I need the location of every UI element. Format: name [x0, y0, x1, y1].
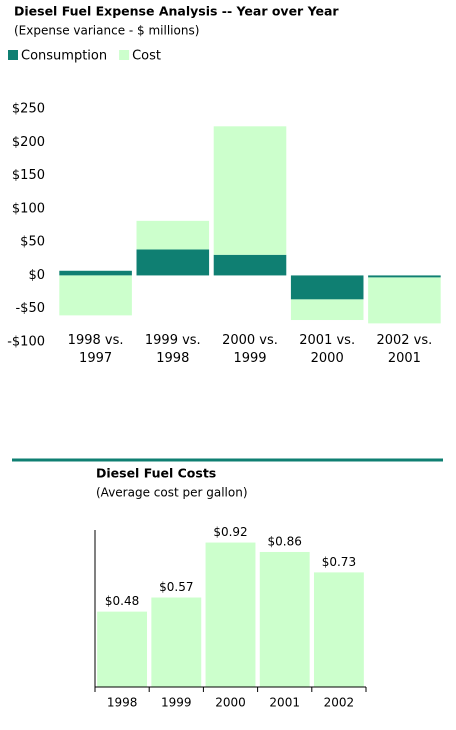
- chart-subtitle: (Average cost per gallon): [96, 486, 248, 500]
- value-label: $0.57: [159, 580, 193, 594]
- x-tick-label: 2002: [324, 696, 355, 710]
- x-tick-label: 2000 vs. 1999: [222, 333, 278, 366]
- bar-segment: [136, 220, 210, 250]
- bar-segment: [136, 249, 210, 276]
- bar-segment: [59, 270, 132, 276]
- bar-segment: [59, 275, 132, 316]
- bar: [205, 542, 256, 687]
- value-label: $0.92: [213, 525, 247, 539]
- y-tick-label: -$50: [15, 301, 45, 316]
- value-label: $0.86: [268, 534, 302, 548]
- x-tick-label: 2001 vs. 2000: [299, 333, 356, 366]
- y-tick-label: $250: [12, 102, 45, 117]
- chart-subtitle: (Expense variance - $ millions): [14, 24, 199, 38]
- x-tick-label: 1999: [161, 696, 192, 710]
- y-tick-label: $200: [12, 135, 45, 150]
- legend-swatch: [8, 50, 18, 60]
- x-tick-label: 2002 vs. 2001: [376, 333, 433, 366]
- legend-label: Consumption: [21, 49, 107, 64]
- bar: [151, 597, 202, 687]
- x-tick-label: 1999 vs. 1998: [144, 333, 201, 366]
- bar-segment: [290, 299, 364, 321]
- bar-segment: [290, 275, 364, 300]
- legend-swatch: [119, 50, 130, 60]
- y-tick-label: $50: [20, 235, 45, 250]
- y-tick-label: -$100: [7, 335, 45, 350]
- bar-segment: [368, 275, 441, 278]
- bar: [97, 611, 148, 687]
- y-tick-label: $100: [12, 201, 45, 216]
- bar-segment: [213, 254, 287, 276]
- bar-segment: [368, 277, 441, 324]
- bar: [259, 551, 310, 687]
- value-label: $0.48: [105, 594, 139, 608]
- chart-title: Diesel Fuel Costs: [96, 466, 216, 481]
- legend-label: Cost: [132, 49, 161, 64]
- bar: [313, 572, 364, 687]
- y-tick-label: $0: [28, 268, 45, 283]
- value-label: $0.73: [322, 555, 356, 569]
- y-tick-label: $150: [12, 168, 45, 183]
- x-tick-label: 2000: [215, 696, 246, 710]
- x-tick-label: 1998: [107, 696, 138, 710]
- chart-title: Diesel Fuel Expense Analysis -- Year ove…: [14, 4, 339, 19]
- bar-segment: [213, 126, 287, 255]
- x-tick-label: 1998 vs. 1997: [67, 333, 124, 366]
- x-tick-label: 2001: [269, 696, 300, 710]
